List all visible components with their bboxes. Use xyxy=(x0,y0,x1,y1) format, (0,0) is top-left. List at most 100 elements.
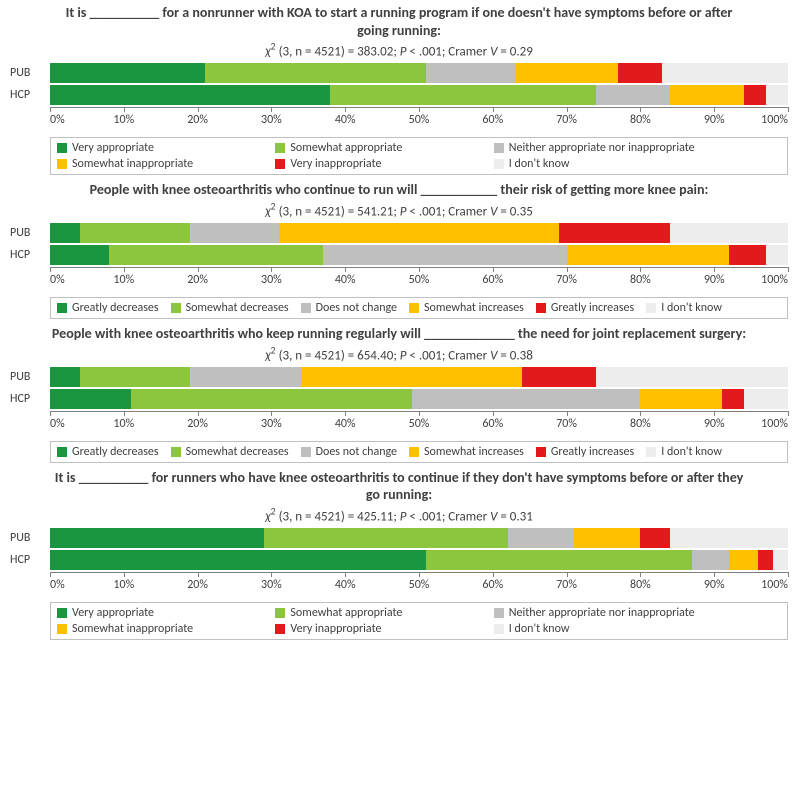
axis-tick-label: 60% xyxy=(482,273,503,287)
legend-swatch xyxy=(171,303,181,313)
row-label: PUB xyxy=(10,226,50,240)
bar-segment xyxy=(729,245,766,265)
legend-swatch xyxy=(409,303,419,313)
axis-tick-label: 70% xyxy=(556,273,577,287)
legend-item: Somewhat decreases xyxy=(171,445,289,459)
row-label: HCP xyxy=(10,553,50,567)
panel-title: It is __________ for a nonrunner with KO… xyxy=(50,4,748,39)
legend-swatch xyxy=(646,447,656,457)
axis-tick-label: 70% xyxy=(556,578,577,592)
x-axis: 0%10%20%30%40%50%60%70%80%90%100% xyxy=(50,267,788,295)
axis-tick-label: 80% xyxy=(630,578,651,592)
legend-item: I don't know xyxy=(494,157,769,171)
axis-tick-label: 50% xyxy=(409,113,430,127)
legend-swatch xyxy=(494,143,504,153)
axis-tick-label: 10% xyxy=(113,273,134,287)
panel-title: It is __________ for runners who have kn… xyxy=(50,469,748,504)
legend-label: Greatly increases xyxy=(551,445,634,459)
legend-label: I don't know xyxy=(509,157,570,171)
axis-tick-label: 30% xyxy=(261,113,282,127)
bar-segment xyxy=(640,389,721,409)
bar-segment xyxy=(50,223,80,243)
bar-segment xyxy=(692,550,729,570)
legend-swatch xyxy=(57,624,67,634)
axis-tick-label: 10% xyxy=(113,578,134,592)
axis-tick-label: 60% xyxy=(482,417,503,431)
axis-tick-label: 40% xyxy=(335,578,356,592)
legend-label: Somewhat inappropriate xyxy=(72,622,193,636)
legend-label: Greatly decreases xyxy=(72,445,159,459)
axis-tick-label: 80% xyxy=(630,273,651,287)
legend-label: Does not change xyxy=(316,445,397,459)
legend-swatch xyxy=(301,303,311,313)
legend-swatch xyxy=(494,624,504,634)
row-label: PUB xyxy=(10,66,50,80)
legend-item: Greatly increases xyxy=(536,445,634,459)
legend-label: I don't know xyxy=(661,445,722,459)
axis-tick-label: 90% xyxy=(704,113,725,127)
legend-label: Somewhat inappropriate xyxy=(72,157,193,171)
legend-swatch xyxy=(494,159,504,169)
legend-swatch xyxy=(275,159,285,169)
bar-segment xyxy=(766,85,788,105)
legend-item: Greatly increases xyxy=(536,301,634,315)
axis-tick-label: 10% xyxy=(113,113,134,127)
axis-tick-label: 90% xyxy=(704,273,725,287)
legend-label: Somewhat increases xyxy=(424,445,524,459)
chart-panel: It is __________ for runners who have kn… xyxy=(10,469,788,640)
bar-segment xyxy=(109,245,323,265)
axis-tick-label: 20% xyxy=(187,273,208,287)
bar-segment xyxy=(729,550,759,570)
bar-segment xyxy=(670,528,788,548)
legend-item: Very inappropriate xyxy=(275,622,481,636)
bar-segment xyxy=(773,550,788,570)
legend-swatch xyxy=(57,143,67,153)
bar-segment xyxy=(515,63,618,83)
stacked-bar xyxy=(50,367,788,387)
legend-label: Greatly decreases xyxy=(72,301,159,315)
axis-tick-label: 0% xyxy=(50,578,65,592)
chart-row: PUB xyxy=(10,528,788,548)
legend-item: Neither appropriate nor inappropriate xyxy=(494,141,769,155)
chart-row: PUB xyxy=(10,223,788,243)
legend-item: Very inappropriate xyxy=(275,157,481,171)
axis-tick-label: 30% xyxy=(261,273,282,287)
legend-label: Somewhat increases xyxy=(424,301,524,315)
legend: Very appropriateSomewhat appropriateNeit… xyxy=(50,137,788,175)
legend-swatch xyxy=(536,303,546,313)
legend-label: I don't know xyxy=(661,301,722,315)
bar-segment xyxy=(412,389,641,409)
axis-tick-label: 50% xyxy=(409,417,430,431)
axis-tick-label: 80% xyxy=(630,417,651,431)
bar-segment xyxy=(522,367,596,387)
bar-segment xyxy=(574,528,640,548)
axis-tick-label: 0% xyxy=(50,113,65,127)
row-label: HCP xyxy=(10,392,50,406)
bar-segment xyxy=(50,528,264,548)
x-axis: 0%10%20%30%40%50%60%70%80%90%100% xyxy=(50,411,788,439)
bar-segment xyxy=(670,85,744,105)
axis-tick-label: 20% xyxy=(187,578,208,592)
bar-segment xyxy=(426,550,692,570)
bar-segment xyxy=(744,85,766,105)
bar-segment xyxy=(559,223,670,243)
bar-segment xyxy=(744,389,788,409)
axis-tick-label: 60% xyxy=(482,578,503,592)
legend-label: Does not change xyxy=(316,301,397,315)
legend-item: Somewhat appropriate xyxy=(275,606,481,620)
bar-segment xyxy=(426,63,515,83)
axis-tick-label: 80% xyxy=(630,113,651,127)
legend-item: I don't know xyxy=(494,622,769,636)
bar-segment xyxy=(50,389,131,409)
x-axis: 0%10%20%30%40%50%60%70%80%90%100% xyxy=(50,572,788,600)
legend-label: Very inappropriate xyxy=(290,622,381,636)
bar-segment xyxy=(80,367,191,387)
axis-tick-label: 40% xyxy=(335,273,356,287)
legend-item: Does not change xyxy=(301,445,397,459)
x-axis: 0%10%20%30%40%50%60%70%80%90%100% xyxy=(50,107,788,135)
bar-segment xyxy=(323,245,567,265)
axis-tick-label: 0% xyxy=(50,273,65,287)
axis-tick-label: 60% xyxy=(482,113,503,127)
legend-swatch xyxy=(57,303,67,313)
legend-item: Neither appropriate nor inappropriate xyxy=(494,606,769,620)
